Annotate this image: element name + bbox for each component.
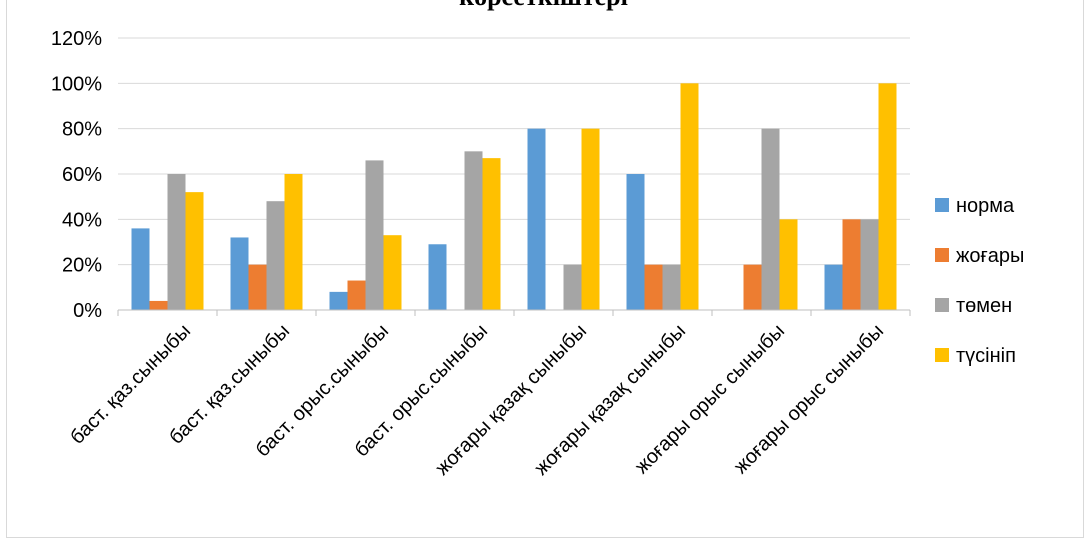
y-tick-label: 120% (51, 28, 102, 50)
chart-frame (6, 0, 1084, 538)
bar (167, 174, 186, 310)
legend: норма жоғары төмен түсініп (935, 195, 1024, 367)
bars (131, 83, 897, 310)
bar (680, 83, 699, 310)
bar (329, 291, 348, 310)
bar (185, 192, 204, 310)
bar (383, 235, 402, 310)
bar (482, 158, 501, 310)
legend-label: жоғары (956, 245, 1024, 267)
bar (581, 128, 600, 310)
bar (149, 300, 168, 310)
bar (779, 219, 798, 310)
bar (743, 264, 762, 310)
bar (860, 219, 879, 310)
bar (761, 128, 780, 310)
bar (230, 237, 249, 310)
y-tick-label: 80% (62, 119, 102, 141)
y-axis: 0% 20% 40% 60% 80% 100% 120% (51, 28, 102, 322)
legend-swatch (935, 198, 949, 212)
legend-label: норма (956, 195, 1015, 217)
bar (248, 264, 267, 310)
y-tick-label: 40% (62, 209, 102, 231)
y-tick-label: 60% (62, 164, 102, 186)
bar (266, 201, 285, 310)
bar (527, 128, 546, 310)
y-tick-label: 0% (73, 300, 102, 322)
legend-label: төмен (956, 295, 1012, 317)
chart-title: көрсеткіштері (0, 0, 1087, 12)
legend-swatch (935, 348, 949, 362)
bar (662, 264, 681, 310)
y-tick-label: 100% (51, 73, 102, 95)
bar (347, 280, 366, 310)
bar (824, 264, 843, 310)
bar (428, 244, 447, 310)
legend-swatch (935, 298, 949, 312)
y-tick-label: 20% (62, 255, 102, 277)
bar (284, 174, 303, 310)
bar (626, 174, 645, 310)
bar (563, 264, 582, 310)
bar (644, 264, 663, 310)
legend-swatch (935, 248, 949, 262)
bar (131, 228, 150, 310)
bar (365, 160, 384, 310)
bar (464, 151, 483, 310)
bar (878, 83, 897, 310)
legend-label: түсініп (956, 345, 1016, 367)
bar (842, 219, 861, 310)
